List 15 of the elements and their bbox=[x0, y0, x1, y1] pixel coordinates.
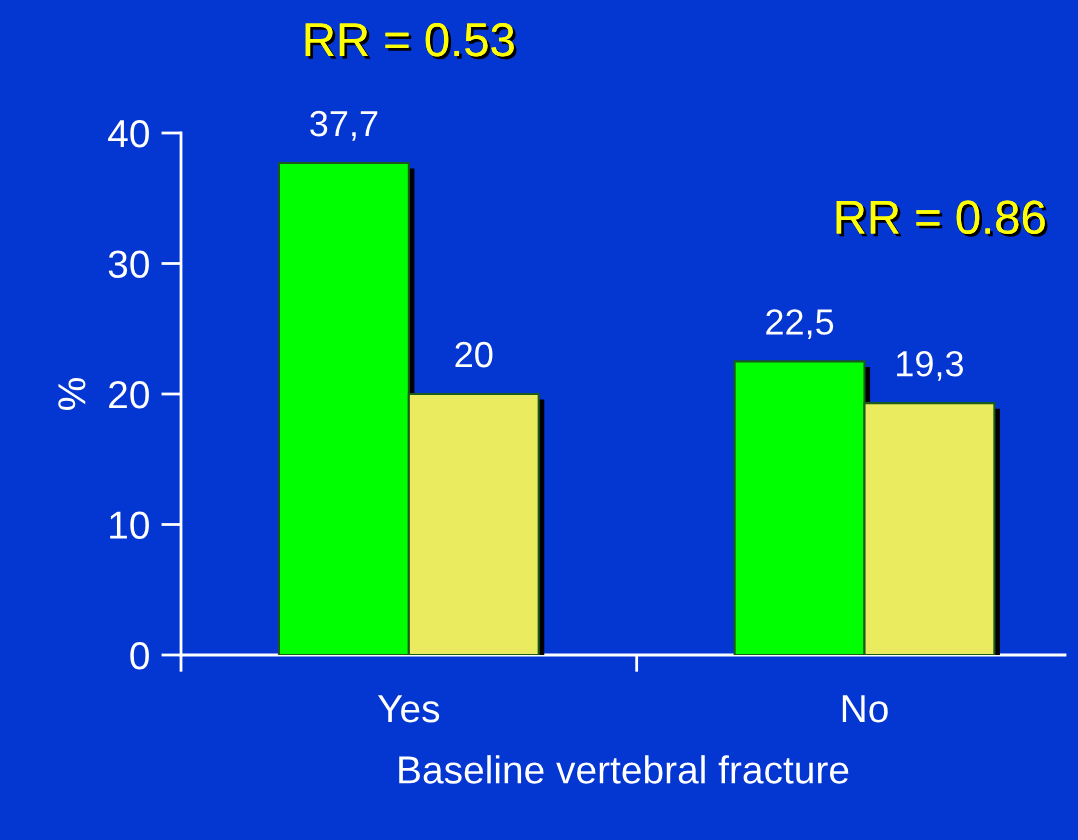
y-tick-label: 40 bbox=[108, 119, 149, 148]
data-label: 20 bbox=[455, 341, 493, 368]
data-label: 37,7 bbox=[310, 110, 378, 141]
y-axis-title: % bbox=[58, 378, 86, 410]
data-label: 19,3 bbox=[897, 350, 963, 381]
y-tick-label: 0 bbox=[130, 641, 149, 670]
x-tick-label: No bbox=[842, 695, 888, 723]
y-tick-label: 20 bbox=[109, 380, 149, 409]
data-label: 22,5 bbox=[766, 309, 834, 340]
text: RR = 0.53 bbox=[305, 23, 517, 60]
y-tick-label: 10 bbox=[110, 511, 149, 539]
x-axis-title: Baseline vertebral fracture bbox=[399, 755, 849, 784]
x-tick-label: Yes bbox=[377, 695, 440, 723]
y-tick-label: 30 bbox=[108, 250, 149, 278]
annotation: RR = 0.86 bbox=[836, 200, 1048, 237]
